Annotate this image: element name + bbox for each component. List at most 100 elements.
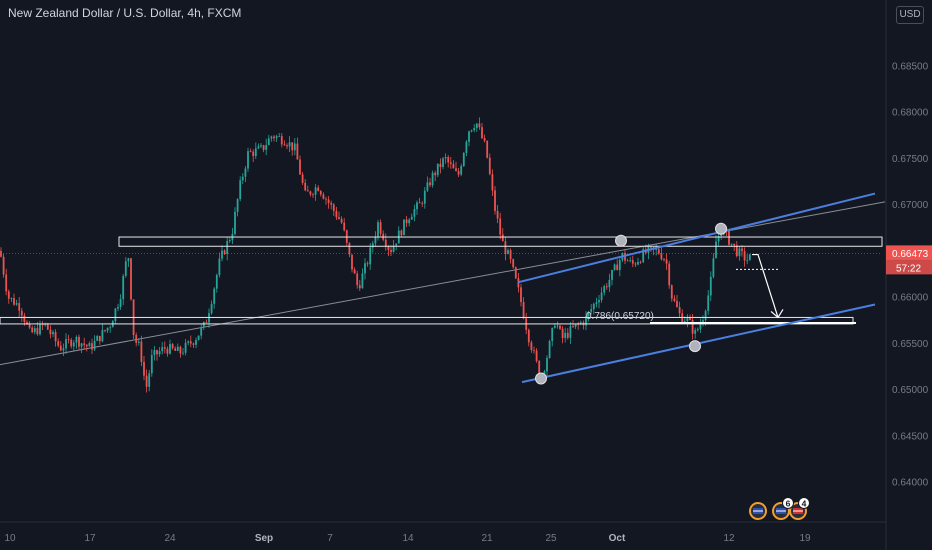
candle-body bbox=[210, 303, 213, 314]
candle-body bbox=[280, 136, 283, 145]
candle-body bbox=[507, 250, 509, 254]
fib-level-label: 0.786(0.65720) bbox=[586, 311, 654, 322]
time-tick-label: 24 bbox=[164, 533, 176, 544]
candle-body bbox=[673, 298, 676, 301]
drawing-layer-front: 0.786(0.65720) bbox=[0, 192, 883, 385]
candle-body bbox=[629, 260, 632, 261]
candle-body bbox=[101, 329, 104, 342]
candle-body bbox=[436, 163, 439, 176]
candle-body bbox=[634, 263, 637, 265]
candle-body bbox=[184, 342, 187, 353]
candle-body bbox=[145, 375, 148, 387]
candle-body bbox=[254, 148, 257, 157]
price-tick-label: 0.65500 bbox=[892, 339, 929, 350]
candle-body bbox=[23, 315, 26, 323]
candle-body bbox=[36, 328, 39, 335]
countdown-badge bbox=[886, 260, 932, 275]
candle-body bbox=[605, 286, 608, 288]
candle-body bbox=[598, 300, 600, 303]
candle-body bbox=[590, 309, 593, 312]
candle-body bbox=[257, 146, 260, 149]
pivot-marker bbox=[615, 234, 627, 247]
candle-body bbox=[460, 166, 463, 175]
candle-body bbox=[473, 128, 476, 131]
candle-body bbox=[187, 341, 190, 343]
candle-body bbox=[41, 323, 44, 326]
candle-body bbox=[169, 344, 171, 354]
candle-body bbox=[668, 263, 671, 286]
candle-body bbox=[655, 249, 658, 250]
candle-body bbox=[660, 253, 663, 260]
candle-body bbox=[574, 324, 577, 327]
candle-body bbox=[657, 249, 660, 254]
candle-body bbox=[712, 258, 715, 277]
price-tick-label: 0.64000 bbox=[892, 478, 929, 489]
candle-body bbox=[288, 142, 291, 147]
candle-body bbox=[730, 243, 733, 245]
candle-body bbox=[2, 256, 5, 275]
candle-body bbox=[80, 343, 83, 347]
candle-body bbox=[538, 360, 541, 377]
candle-body bbox=[10, 297, 13, 299]
candle-body bbox=[527, 329, 530, 343]
candle-body bbox=[158, 351, 161, 355]
candle-body bbox=[83, 343, 86, 345]
price-tick-label: 0.67000 bbox=[892, 200, 929, 211]
price-tick-label: 0.68500 bbox=[892, 62, 929, 73]
candle-body bbox=[91, 343, 93, 350]
candle-body bbox=[395, 243, 398, 246]
event-count-label: 4 bbox=[802, 499, 807, 509]
candle-body bbox=[694, 330, 697, 334]
candle-body bbox=[689, 317, 691, 320]
resistance-zone bbox=[118, 236, 883, 247]
candle-body bbox=[273, 136, 275, 139]
candle-body bbox=[559, 325, 561, 329]
candle-body bbox=[153, 350, 156, 356]
price-tick-label: 0.65000 bbox=[892, 385, 929, 396]
candle-body bbox=[410, 216, 413, 220]
candle-body bbox=[504, 241, 507, 254]
candle-body bbox=[65, 339, 67, 349]
candle-body bbox=[418, 202, 421, 204]
price-tick-label: 0.66000 bbox=[892, 293, 929, 304]
candle-body bbox=[478, 123, 481, 128]
time-tick-label: 14 bbox=[402, 533, 414, 544]
candle-body bbox=[299, 159, 301, 175]
candle-body bbox=[434, 172, 437, 176]
candle-body bbox=[283, 144, 286, 146]
candle-body bbox=[592, 303, 595, 310]
candle-body bbox=[192, 343, 195, 345]
candle-body bbox=[96, 335, 99, 341]
candle-body bbox=[624, 253, 626, 261]
candle-body bbox=[62, 348, 65, 351]
pivot-marker bbox=[715, 222, 727, 235]
candle-body bbox=[351, 254, 353, 270]
candle-body bbox=[699, 324, 702, 329]
candle-body bbox=[322, 194, 325, 199]
last-price-badge bbox=[886, 245, 932, 261]
currency-button[interactable]: USD bbox=[896, 6, 924, 24]
candle-body bbox=[423, 190, 426, 204]
candle-body bbox=[249, 151, 252, 152]
candle-body bbox=[317, 187, 320, 192]
candle-body bbox=[296, 143, 299, 160]
candle-body bbox=[319, 191, 322, 195]
candle-body bbox=[416, 202, 418, 210]
candle-body bbox=[301, 174, 304, 183]
candle-body bbox=[309, 191, 312, 195]
time-tick-label: 19 bbox=[799, 533, 811, 544]
time-tick-label: 7 bbox=[327, 533, 333, 544]
last-price-value: 0.66473 bbox=[892, 249, 929, 260]
candle-body bbox=[39, 323, 41, 335]
candle-body bbox=[93, 340, 96, 350]
candle-body bbox=[182, 352, 184, 354]
candle-body bbox=[496, 210, 499, 219]
candle-body bbox=[174, 348, 177, 351]
candle-body bbox=[683, 321, 686, 323]
candle-body bbox=[501, 234, 504, 242]
candle-body bbox=[686, 317, 689, 322]
candle-body bbox=[639, 261, 642, 263]
candle-body bbox=[608, 279, 611, 288]
candle-body bbox=[546, 357, 548, 372]
